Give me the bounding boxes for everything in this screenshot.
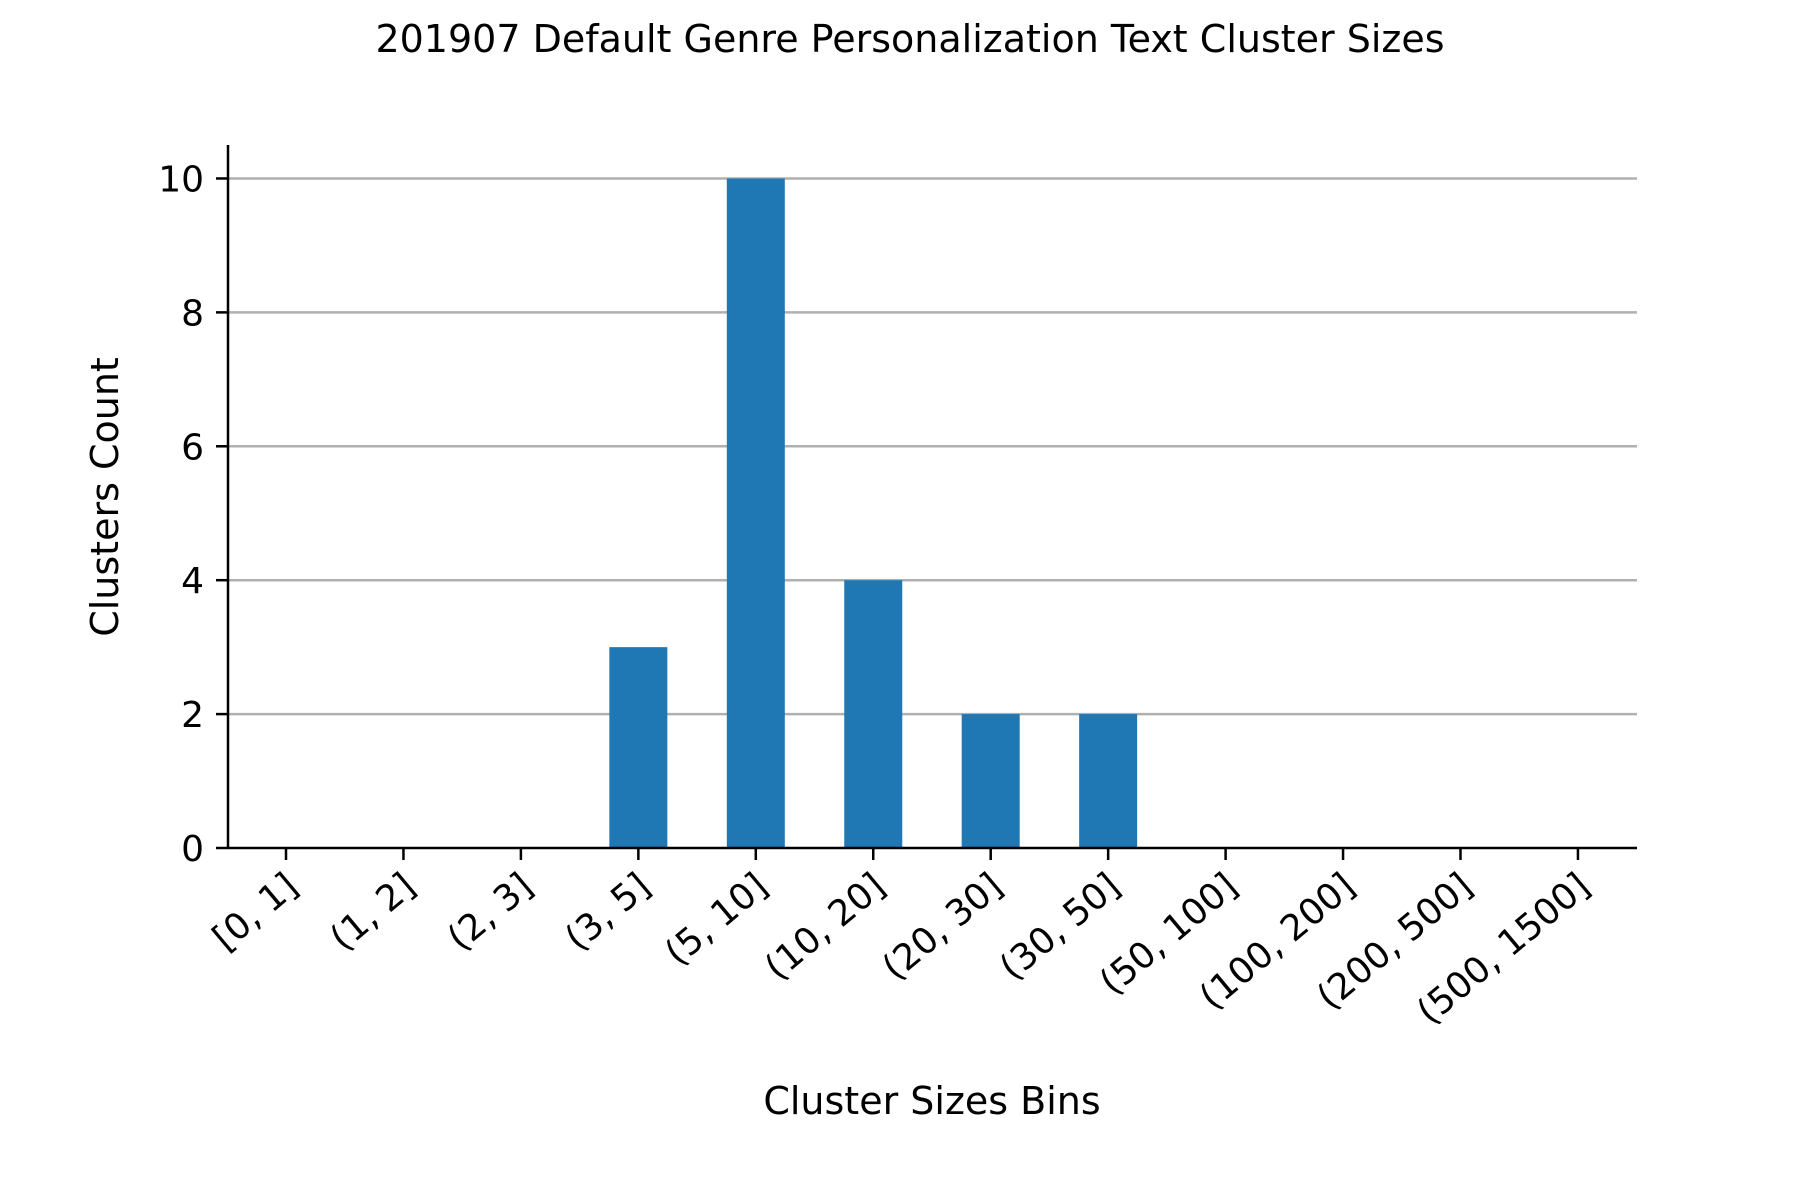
x-tick-label: (10, 20] (757, 865, 893, 988)
bar (961, 714, 1020, 848)
bar (1079, 714, 1138, 848)
bars (609, 178, 1138, 848)
y-ticks: 0 2 4 6 8 10 (158, 159, 228, 870)
axes (226, 145, 1637, 850)
x-tick-label: (1, 2] (323, 865, 424, 959)
y-tick-label: 6 (181, 427, 204, 468)
y-axis-label: Clusters Count (83, 357, 127, 637)
chart-title: 201907 Default Genre Personalization Tex… (375, 17, 1444, 61)
y-tick-label: 2 (181, 695, 204, 736)
x-tick-label: (20, 30] (875, 865, 1011, 988)
bar (844, 580, 903, 848)
bar (726, 178, 785, 848)
x-tick-label: (3, 5] (558, 865, 659, 959)
y-tick-label: 10 (158, 159, 204, 200)
y-tick-label: 0 (181, 829, 204, 870)
x-tick-label: (2, 3] (440, 865, 541, 959)
x-axis-label: Cluster Sizes Bins (763, 1079, 1100, 1123)
y-tick-label: 4 (181, 561, 204, 602)
x-tick-label: [0, 1] (205, 865, 306, 959)
gridlines (228, 177, 1637, 716)
x-ticks: [0, 1] (1, 2] (2, 3] (3, 5] (5, 10](10, 20](… (205, 848, 1598, 1033)
y-tick-label: 8 (181, 293, 204, 334)
bar (609, 647, 668, 848)
